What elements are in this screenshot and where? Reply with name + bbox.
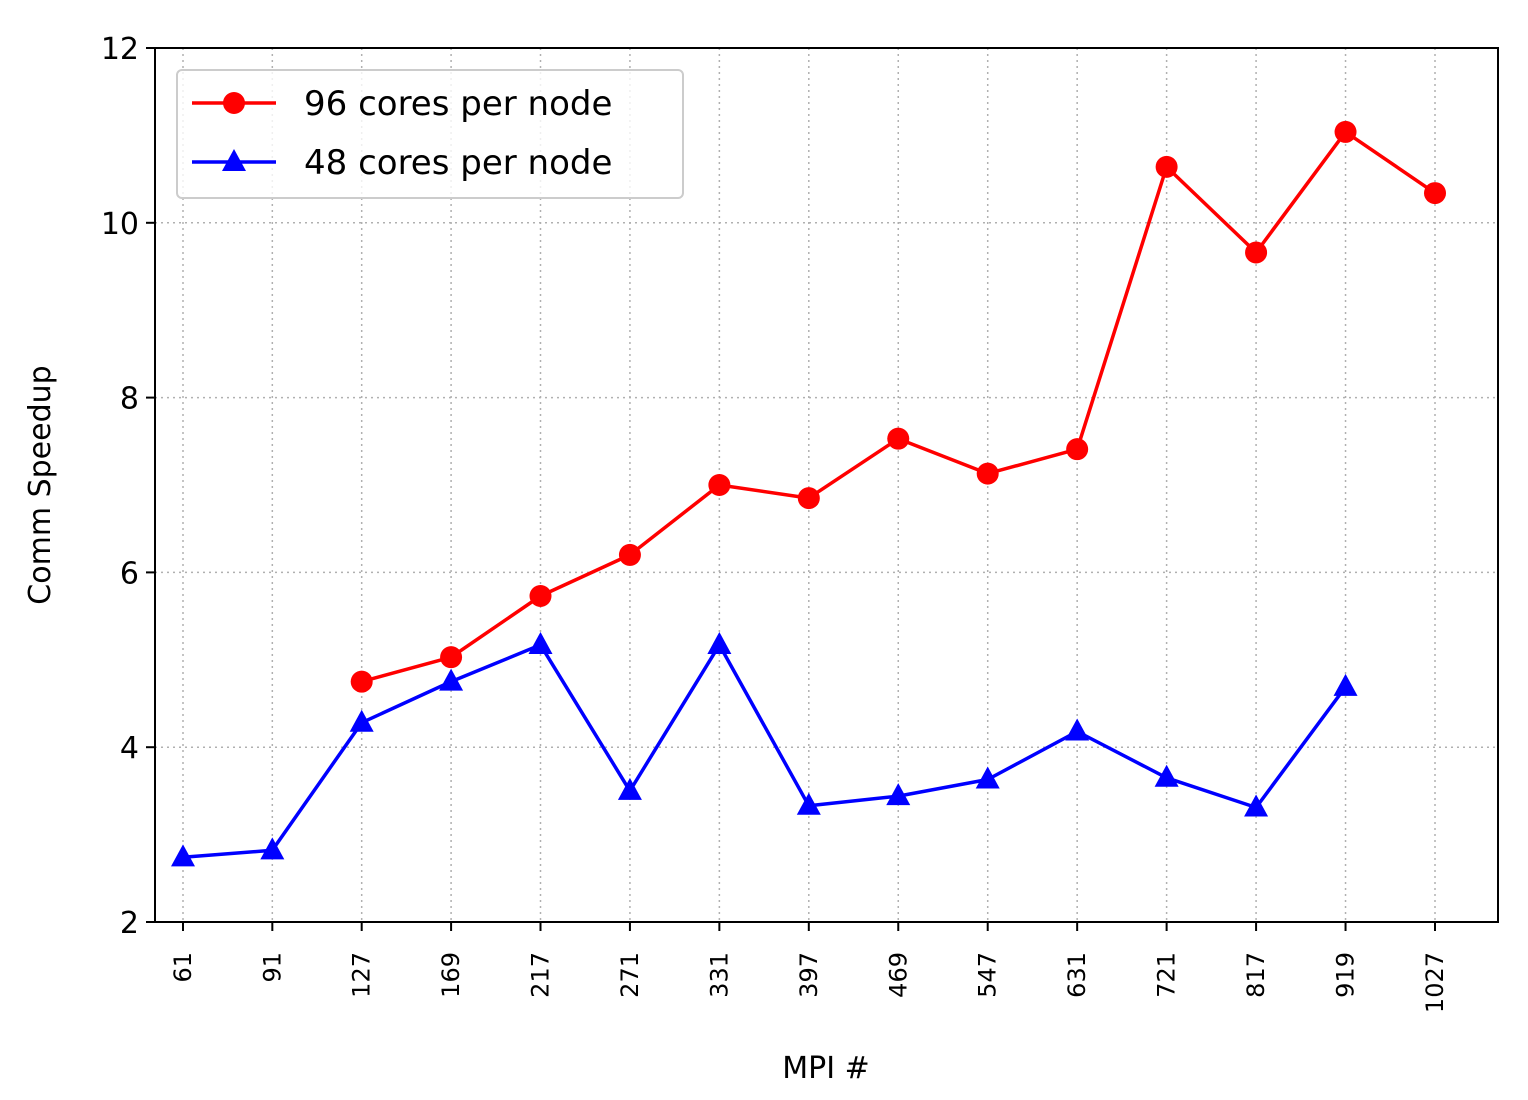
data-point [798,487,820,509]
x-tick-label: 331 [705,952,733,998]
data-point [440,646,462,668]
y-tick-label: 2 [120,906,139,941]
data-point [1335,121,1357,143]
data-point [887,428,909,450]
data-point [529,632,553,654]
data-point [1065,718,1089,740]
legend-label-96: 96 cores per node [304,84,612,124]
data-point [1245,242,1267,264]
x-tick-label: 397 [795,952,823,998]
data-point [1155,765,1179,787]
series-line [362,132,1435,682]
x-tick-label: 127 [348,952,376,998]
data-point [976,767,1000,789]
y-tick-label: 6 [120,556,139,591]
data-point [1424,182,1446,204]
x-tick-label: 271 [616,952,644,998]
data-point [1156,156,1178,178]
data-point [530,585,552,607]
series-1 [171,632,1358,866]
x-tick-label: 217 [527,952,555,998]
x-tick-label: 1027 [1421,952,1449,1013]
legend-label-48: 48 cores per node [304,143,612,183]
data-point [1066,438,1088,460]
legend-marker-96 [223,92,245,114]
x-tick-label: 817 [1242,952,1270,998]
data-point [351,671,373,693]
y-tick-label: 10 [101,207,139,242]
x-tick-label: 91 [258,952,286,983]
y-tick-label: 4 [120,731,139,766]
x-axis-label: MPI # [782,1051,870,1086]
legend: 96 cores per node 48 cores per node [177,70,683,198]
x-tick-label: 631 [1063,952,1091,998]
data-point [707,632,731,654]
data-point [1334,674,1358,696]
x-tick-label: 547 [974,952,1002,998]
x-tick-label: 721 [1153,952,1181,998]
speedup-chart: 2 4 6 8 10 12 61 91 127 169 217 271 331 397 469 547 631 7… [0,0,1528,1100]
data-point [977,463,999,485]
y-tick-label: 12 [101,32,139,67]
data-point [708,474,730,496]
x-tick-label: 61 [169,952,197,983]
y-tick-label: 8 [120,382,139,417]
data-point [618,778,642,800]
x-tick-label: 169 [437,952,465,998]
x-tick-label: 469 [884,952,912,998]
y-axis-label: Comm Speedup [23,365,58,604]
data-point [619,544,641,566]
x-tick-label: 919 [1332,952,1360,998]
